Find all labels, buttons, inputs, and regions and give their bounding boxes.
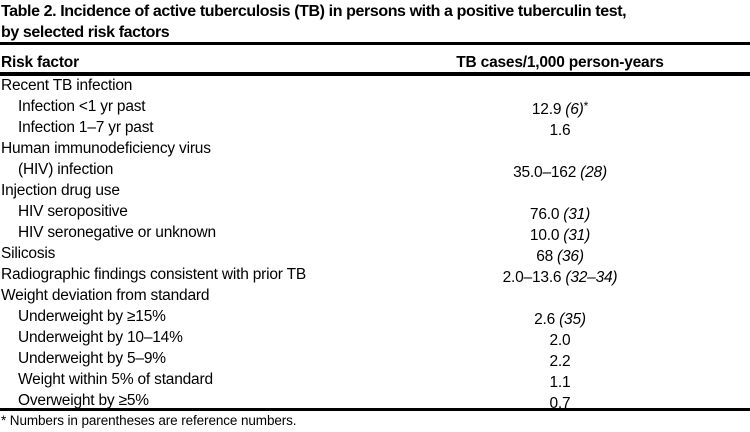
value-number: 2.6 [534, 311, 556, 328]
reference-number: (32–34) [565, 269, 618, 286]
table-row: Silicosis 68 (36) [0, 243, 750, 267]
risk-factor-label: HIV seronegative or unknown [18, 224, 216, 241]
risk-factor-label: Recent TB infection [1, 77, 133, 94]
table-row: Weight within 5% of standard 1.1 [0, 369, 750, 393]
tb-cases-value: 0.7 [380, 390, 740, 414]
value-number: 35.0–162 [513, 164, 577, 181]
risk-factor-label: Silicosis [1, 245, 56, 262]
reference-number: (35) [559, 311, 586, 328]
value-number: 0.7 [549, 395, 571, 412]
table-body: Recent TB infection Infection <1 yr past… [0, 75, 750, 414]
value-number: 2.2 [549, 353, 571, 370]
table-row: Human immunodeficiency virus [0, 138, 750, 159]
table-row: HIV seronegative or unknown 10.0 (31) [0, 222, 750, 246]
bottom-rule [0, 408, 750, 411]
tb-cases-value: 2.2 [380, 348, 740, 372]
table-row: HIV seropositive 76.0 (31) [0, 201, 750, 225]
risk-factor-label: Weight within 5% of standard [18, 371, 213, 388]
table-row: Weight deviation from standard [0, 285, 750, 306]
tb-cases-value: 10.0 (31) [380, 222, 740, 246]
table-row: Radiographic findings consistent with pr… [0, 264, 750, 288]
table-title: Table 2. Incidence of active tuberculosi… [1, 2, 627, 43]
column-header-tb-cases: TB cases/1,000 person-years [456, 54, 664, 71]
table-row: Recent TB infection [0, 75, 750, 96]
table-row: Underweight by ≥15% 2.6 (35) [0, 306, 750, 330]
tb-cases-value: 68 (36) [380, 243, 740, 267]
reference-number: (31) [563, 227, 591, 244]
table-row: (HIV) infection 35.0–162 (28) [0, 159, 750, 183]
value-number: 76.0 [529, 206, 560, 223]
top-rule [0, 42, 750, 45]
table-row: Infection 1–7 yr past 1.6 [0, 117, 750, 141]
table-row: Infection <1 yr past 12.9 (6)* [0, 96, 750, 120]
risk-factor-label: HIV seropositive [18, 203, 128, 220]
table-row: Underweight by 10–14% 2.0 [0, 327, 750, 351]
table-title-line2: by selected risk factors [1, 23, 170, 41]
header-rule [0, 72, 750, 76]
table-row: Overweight by ≥5% 0.7 [0, 390, 750, 414]
tb-cases-value: 76.0 (31) [380, 201, 740, 225]
risk-factor-label: Overweight by ≥5% [18, 392, 149, 409]
tb-cases-value: 35.0–162 (28) [380, 159, 740, 183]
value-number: 2.0 [549, 332, 571, 349]
value-number: 2.0–13.6 [502, 269, 562, 286]
risk-factor-label: Underweight by 10–14% [18, 329, 183, 346]
tb-cases-value: 2.0 [380, 327, 740, 351]
table-row: Injection drug use [0, 180, 750, 201]
risk-factor-label: Weight deviation from standard [1, 287, 210, 304]
tb-cases-value: 2.6 (35) [380, 306, 740, 330]
value-number: 68 [536, 248, 554, 265]
table-header-row: Risk factor TB cases/1,000 person-years [0, 53, 750, 72]
reference-number: (31) [563, 206, 591, 223]
column-header-risk-factor: Risk factor [1, 54, 79, 71]
value-number: 12.9 [531, 101, 562, 118]
risk-factor-label: (HIV) infection [18, 161, 114, 178]
risk-factor-label: Underweight by ≥15% [18, 308, 166, 325]
risk-factor-label: Infection <1 yr past [18, 98, 146, 115]
reference-number: (6) [565, 101, 584, 118]
value-number: 1.6 [549, 122, 571, 139]
reference-number: (36) [557, 248, 584, 265]
risk-factor-label: Infection 1–7 yr past [18, 119, 154, 136]
tb-cases-value: 1.1 [380, 369, 740, 393]
reference-number: (28) [580, 164, 607, 181]
tb-cases-value: 2.0–13.6 (32–34) [380, 264, 740, 288]
table-title-line1: Table 2. Incidence of active tuberculosi… [1, 3, 627, 20]
tb-cases-value: 1.6 [380, 117, 740, 141]
footnote: * Numbers in parentheses are reference n… [1, 413, 297, 428]
table-row: Underweight by 5–9% 2.2 [0, 348, 750, 372]
value-number: 10.0 [529, 227, 560, 244]
value-number: 1.1 [549, 374, 571, 391]
risk-factor-label: Human immunodeficiency virus [1, 140, 211, 157]
footnote-marker: * [583, 99, 589, 113]
risk-factor-label: Underweight by 5–9% [18, 350, 166, 367]
risk-factor-label: Radiographic findings consistent with pr… [1, 266, 306, 283]
tb-cases-value: 12.9 (6)* [380, 96, 740, 120]
risk-factor-label: Injection drug use [1, 182, 120, 199]
